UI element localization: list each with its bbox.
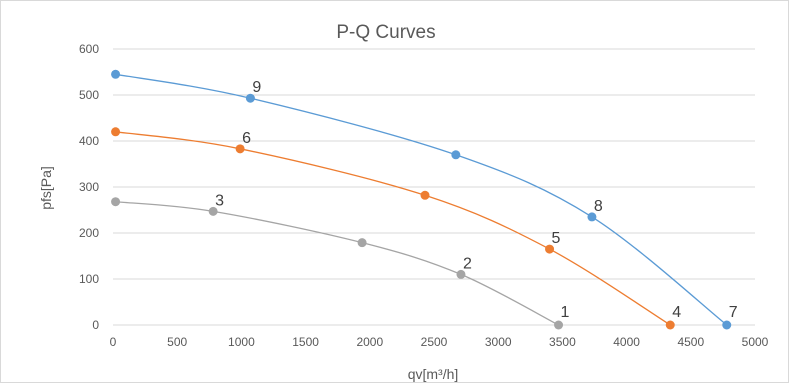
point-label: 4 bbox=[672, 304, 681, 321]
y-tick-label: 0 bbox=[92, 318, 99, 332]
x-tick-label: 4000 bbox=[613, 335, 640, 349]
y-tick-label: 600 bbox=[79, 42, 99, 56]
x-axis-label: qv[m³/h] bbox=[408, 366, 459, 382]
data-point bbox=[208, 206, 218, 216]
series-curves bbox=[115, 73, 728, 326]
x-tick-label: 1500 bbox=[292, 335, 319, 349]
point-label: 9 bbox=[252, 79, 261, 96]
y-tick-label: 200 bbox=[79, 226, 99, 240]
point-label: 2 bbox=[463, 255, 472, 272]
data-point bbox=[111, 127, 121, 137]
x-tick-label: 500 bbox=[167, 335, 187, 349]
y-tick-label: 500 bbox=[79, 88, 99, 102]
y-tick-label: 400 bbox=[79, 134, 99, 148]
point-label: 3 bbox=[215, 192, 224, 209]
y-tick-label: 100 bbox=[79, 272, 99, 286]
series-line-2 bbox=[115, 131, 671, 326]
x-tick-label: 1000 bbox=[228, 335, 255, 349]
data-point bbox=[554, 320, 564, 330]
tick-labels: 0 100 200 300 400 500 600 0 500 1000 1500 2000 2500 3… bbox=[79, 42, 769, 349]
data-point bbox=[545, 244, 555, 254]
chart-title: P-Q Curves bbox=[336, 22, 435, 43]
data-point bbox=[665, 320, 675, 330]
x-tick-label: 3500 bbox=[549, 335, 576, 349]
data-point bbox=[420, 190, 430, 200]
point-labels: 9 8 7 6 5 4 3 2 1 bbox=[215, 79, 738, 321]
data-point bbox=[111, 197, 121, 207]
x-tick-label: 0 bbox=[110, 335, 117, 349]
data-point bbox=[722, 320, 732, 330]
series-line-1 bbox=[115, 73, 728, 326]
point-label: 6 bbox=[242, 130, 251, 147]
data-point bbox=[357, 238, 367, 248]
point-label: 8 bbox=[594, 198, 603, 215]
point-label: 5 bbox=[552, 230, 561, 247]
x-tick-label: 3000 bbox=[485, 335, 512, 349]
gridlines bbox=[113, 48, 755, 326]
x-tick-label: 2500 bbox=[421, 335, 448, 349]
x-tick-label: 4500 bbox=[677, 335, 704, 349]
data-point bbox=[451, 150, 461, 160]
y-axis-label: pfs[Pa] bbox=[38, 166, 54, 210]
x-tick-label: 5000 bbox=[742, 335, 769, 349]
data-points bbox=[111, 69, 732, 330]
y-tick-label: 300 bbox=[79, 180, 99, 194]
data-point bbox=[587, 212, 597, 222]
data-point bbox=[235, 144, 245, 154]
data-point bbox=[456, 269, 466, 279]
data-point bbox=[111, 69, 121, 79]
point-label: 1 bbox=[561, 304, 570, 321]
point-label: 7 bbox=[729, 304, 738, 321]
data-point bbox=[245, 93, 255, 103]
x-tick-label: 2000 bbox=[356, 335, 383, 349]
